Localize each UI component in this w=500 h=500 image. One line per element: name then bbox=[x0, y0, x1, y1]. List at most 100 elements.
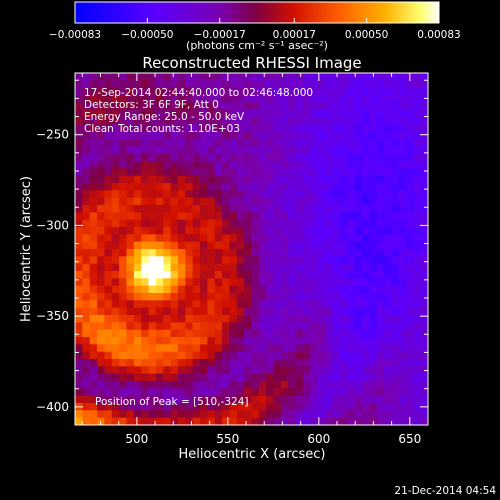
heatmap-cell bbox=[310, 395, 319, 404]
heatmap-cell bbox=[133, 263, 142, 272]
heatmap-cell bbox=[273, 329, 282, 338]
heatmap-cell bbox=[155, 146, 164, 155]
heatmap-cell bbox=[141, 359, 149, 367]
heatmap-cell bbox=[317, 190, 326, 199]
heatmap-cell bbox=[361, 153, 370, 162]
heatmap-cell bbox=[258, 117, 267, 125]
heatmap-cell bbox=[244, 351, 252, 360]
heatmap-cell bbox=[185, 322, 194, 331]
heatmap-cell bbox=[273, 109, 282, 118]
heatmap-cell bbox=[288, 395, 297, 404]
heatmap-cell bbox=[398, 219, 407, 228]
heatmap-cell bbox=[214, 278, 223, 287]
heatmap-cell bbox=[325, 73, 333, 81]
heatmap-cell bbox=[222, 344, 230, 353]
heatmap-cell bbox=[75, 117, 83, 125]
heatmap-cell bbox=[126, 161, 135, 169]
heatmap-cell bbox=[332, 388, 341, 397]
heatmap-cell bbox=[185, 359, 194, 367]
heatmap-cell bbox=[89, 146, 98, 155]
heatmap-cell bbox=[155, 403, 164, 411]
heatmap-cell bbox=[369, 212, 377, 221]
heatmap-cell bbox=[420, 388, 428, 397]
heatmap-cell bbox=[310, 241, 319, 250]
heatmap-cell bbox=[229, 87, 238, 96]
heatmap-cell bbox=[383, 329, 392, 338]
heatmap-cell bbox=[229, 219, 238, 228]
heatmap-cell bbox=[398, 73, 407, 81]
heatmap-cell bbox=[236, 87, 245, 96]
heatmap-cell bbox=[155, 139, 164, 147]
heatmap-cell bbox=[75, 256, 83, 265]
heatmap-cell bbox=[376, 241, 385, 250]
heatmap-cell bbox=[325, 197, 333, 206]
heatmap-cell bbox=[280, 329, 289, 338]
heatmap-cell bbox=[391, 227, 399, 235]
heatmap-cell bbox=[405, 212, 414, 221]
heatmap-cell bbox=[295, 205, 304, 213]
heatmap-cell bbox=[280, 87, 289, 96]
heatmap-cell bbox=[170, 241, 179, 250]
heatmap-cell bbox=[236, 197, 245, 206]
heatmap-cell bbox=[222, 227, 230, 235]
heatmap-cell bbox=[310, 307, 319, 316]
heatmap-cell bbox=[177, 139, 186, 147]
heatmap-cell bbox=[288, 344, 297, 353]
heatmap-cell bbox=[222, 256, 230, 265]
heatmap-cell bbox=[104, 168, 113, 177]
heatmap-cell bbox=[214, 87, 223, 96]
heatmap-cell bbox=[288, 403, 297, 411]
heatmap-cell bbox=[295, 153, 304, 162]
heatmap-cell bbox=[97, 300, 105, 309]
heatmap-cell bbox=[155, 175, 164, 184]
colorbar bbox=[74, 1, 440, 24]
heatmap-cell bbox=[339, 366, 348, 375]
heatmap-cell bbox=[207, 205, 216, 213]
heatmap-cell bbox=[89, 381, 98, 389]
heatmap-cell bbox=[383, 417, 392, 425]
heatmap-cell bbox=[280, 197, 289, 206]
heatmap-cell bbox=[302, 153, 311, 162]
heatmap-cell bbox=[133, 109, 142, 118]
heatmap-cell bbox=[200, 307, 208, 316]
heatmap-cell bbox=[236, 153, 245, 162]
heatmap-cell bbox=[420, 161, 428, 169]
heatmap-cell bbox=[214, 139, 223, 147]
heatmap-cell bbox=[192, 205, 201, 213]
heatmap-cell bbox=[383, 381, 392, 389]
heatmap-cell bbox=[214, 344, 223, 353]
heatmap-cell bbox=[317, 80, 326, 89]
heatmap-cell bbox=[310, 373, 319, 382]
heatmap-cell bbox=[332, 351, 341, 360]
heatmap-cell bbox=[369, 190, 377, 199]
heatmap-cell bbox=[126, 315, 135, 323]
heatmap-cell bbox=[119, 109, 127, 118]
heatmap-cell bbox=[229, 227, 238, 235]
heatmap-cell bbox=[317, 183, 326, 191]
heatmap-cell bbox=[133, 395, 142, 404]
heatmap-cell bbox=[200, 124, 208, 133]
heatmap-cell bbox=[75, 183, 83, 191]
heatmap-cell bbox=[325, 344, 333, 353]
heatmap-cell bbox=[295, 388, 304, 397]
heatmap-cell bbox=[266, 131, 274, 140]
heatmap-cell bbox=[214, 249, 223, 257]
heatmap-cell bbox=[170, 263, 179, 272]
heatmap-cell bbox=[177, 417, 186, 425]
heatmap-cell bbox=[310, 227, 319, 235]
heatmap-cell bbox=[89, 322, 98, 331]
heatmap-cell bbox=[126, 109, 135, 118]
heatmap-cell bbox=[97, 102, 105, 111]
heatmap-cell bbox=[332, 190, 341, 199]
heatmap-cell bbox=[119, 381, 127, 389]
heatmap-cell bbox=[104, 285, 113, 294]
heatmap-cell bbox=[214, 241, 223, 250]
heatmap-cell bbox=[405, 175, 414, 184]
heatmap-cell bbox=[405, 403, 414, 411]
heatmap-cell bbox=[82, 381, 91, 389]
heatmap-cell bbox=[273, 315, 282, 323]
heatmap-cell bbox=[185, 373, 194, 382]
heatmap-cell bbox=[266, 212, 274, 221]
heatmap-cell bbox=[104, 329, 113, 338]
heatmap-cell bbox=[332, 293, 341, 301]
